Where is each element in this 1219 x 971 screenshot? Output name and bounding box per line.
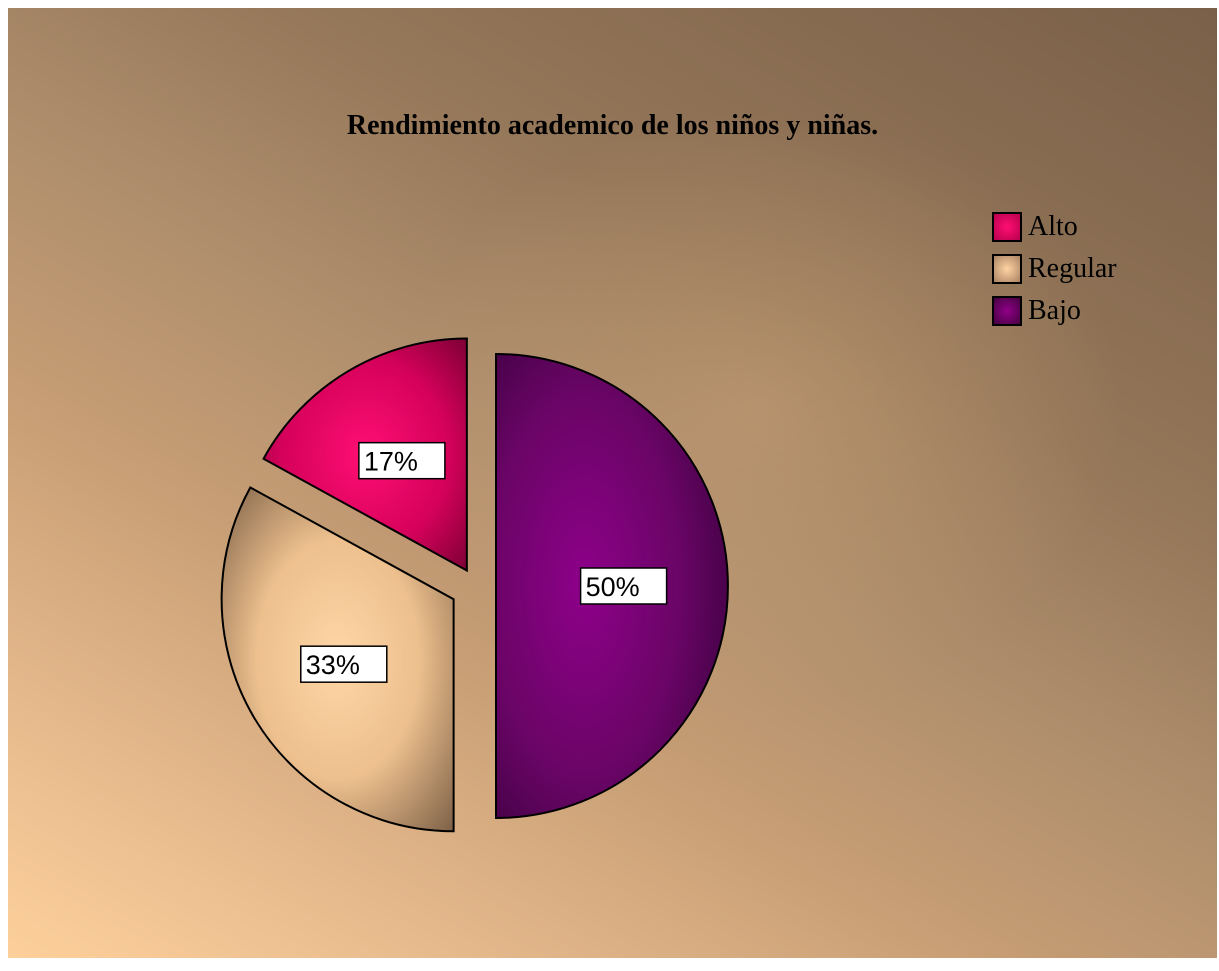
data-label-bajo: 50%: [579, 567, 668, 605]
data-label-text-alto: 17%: [364, 447, 418, 477]
legend-label-alto: Alto: [1028, 211, 1078, 242]
legend-label-regular: Regular: [1028, 253, 1117, 284]
data-label-box-bajo: [579, 567, 668, 605]
legend-swatch-bajo: [992, 296, 1022, 326]
chart-title: Rendimiento academico de los niños y niñ…: [346, 110, 879, 141]
legend-label-bajo: Bajo: [1028, 295, 1081, 326]
legend-item-alto: Alto: [992, 206, 1117, 248]
data-label-text-bajo: 50%: [586, 572, 640, 602]
data-label-regular: 33%: [300, 645, 388, 683]
legend-item-regular: Regular: [992, 248, 1117, 290]
legend-item-bajo: Bajo: [992, 290, 1117, 332]
data-label-alto: 17%: [358, 441, 446, 480]
legend-swatch-regular: [992, 254, 1022, 284]
data-label-box-regular: [300, 645, 388, 683]
data-label-text-regular: 33%: [306, 650, 360, 680]
legend-swatch-alto: [992, 212, 1022, 242]
data-label-box-alto: [358, 441, 446, 480]
legend: Alto Regular Bajo: [992, 206, 1117, 332]
